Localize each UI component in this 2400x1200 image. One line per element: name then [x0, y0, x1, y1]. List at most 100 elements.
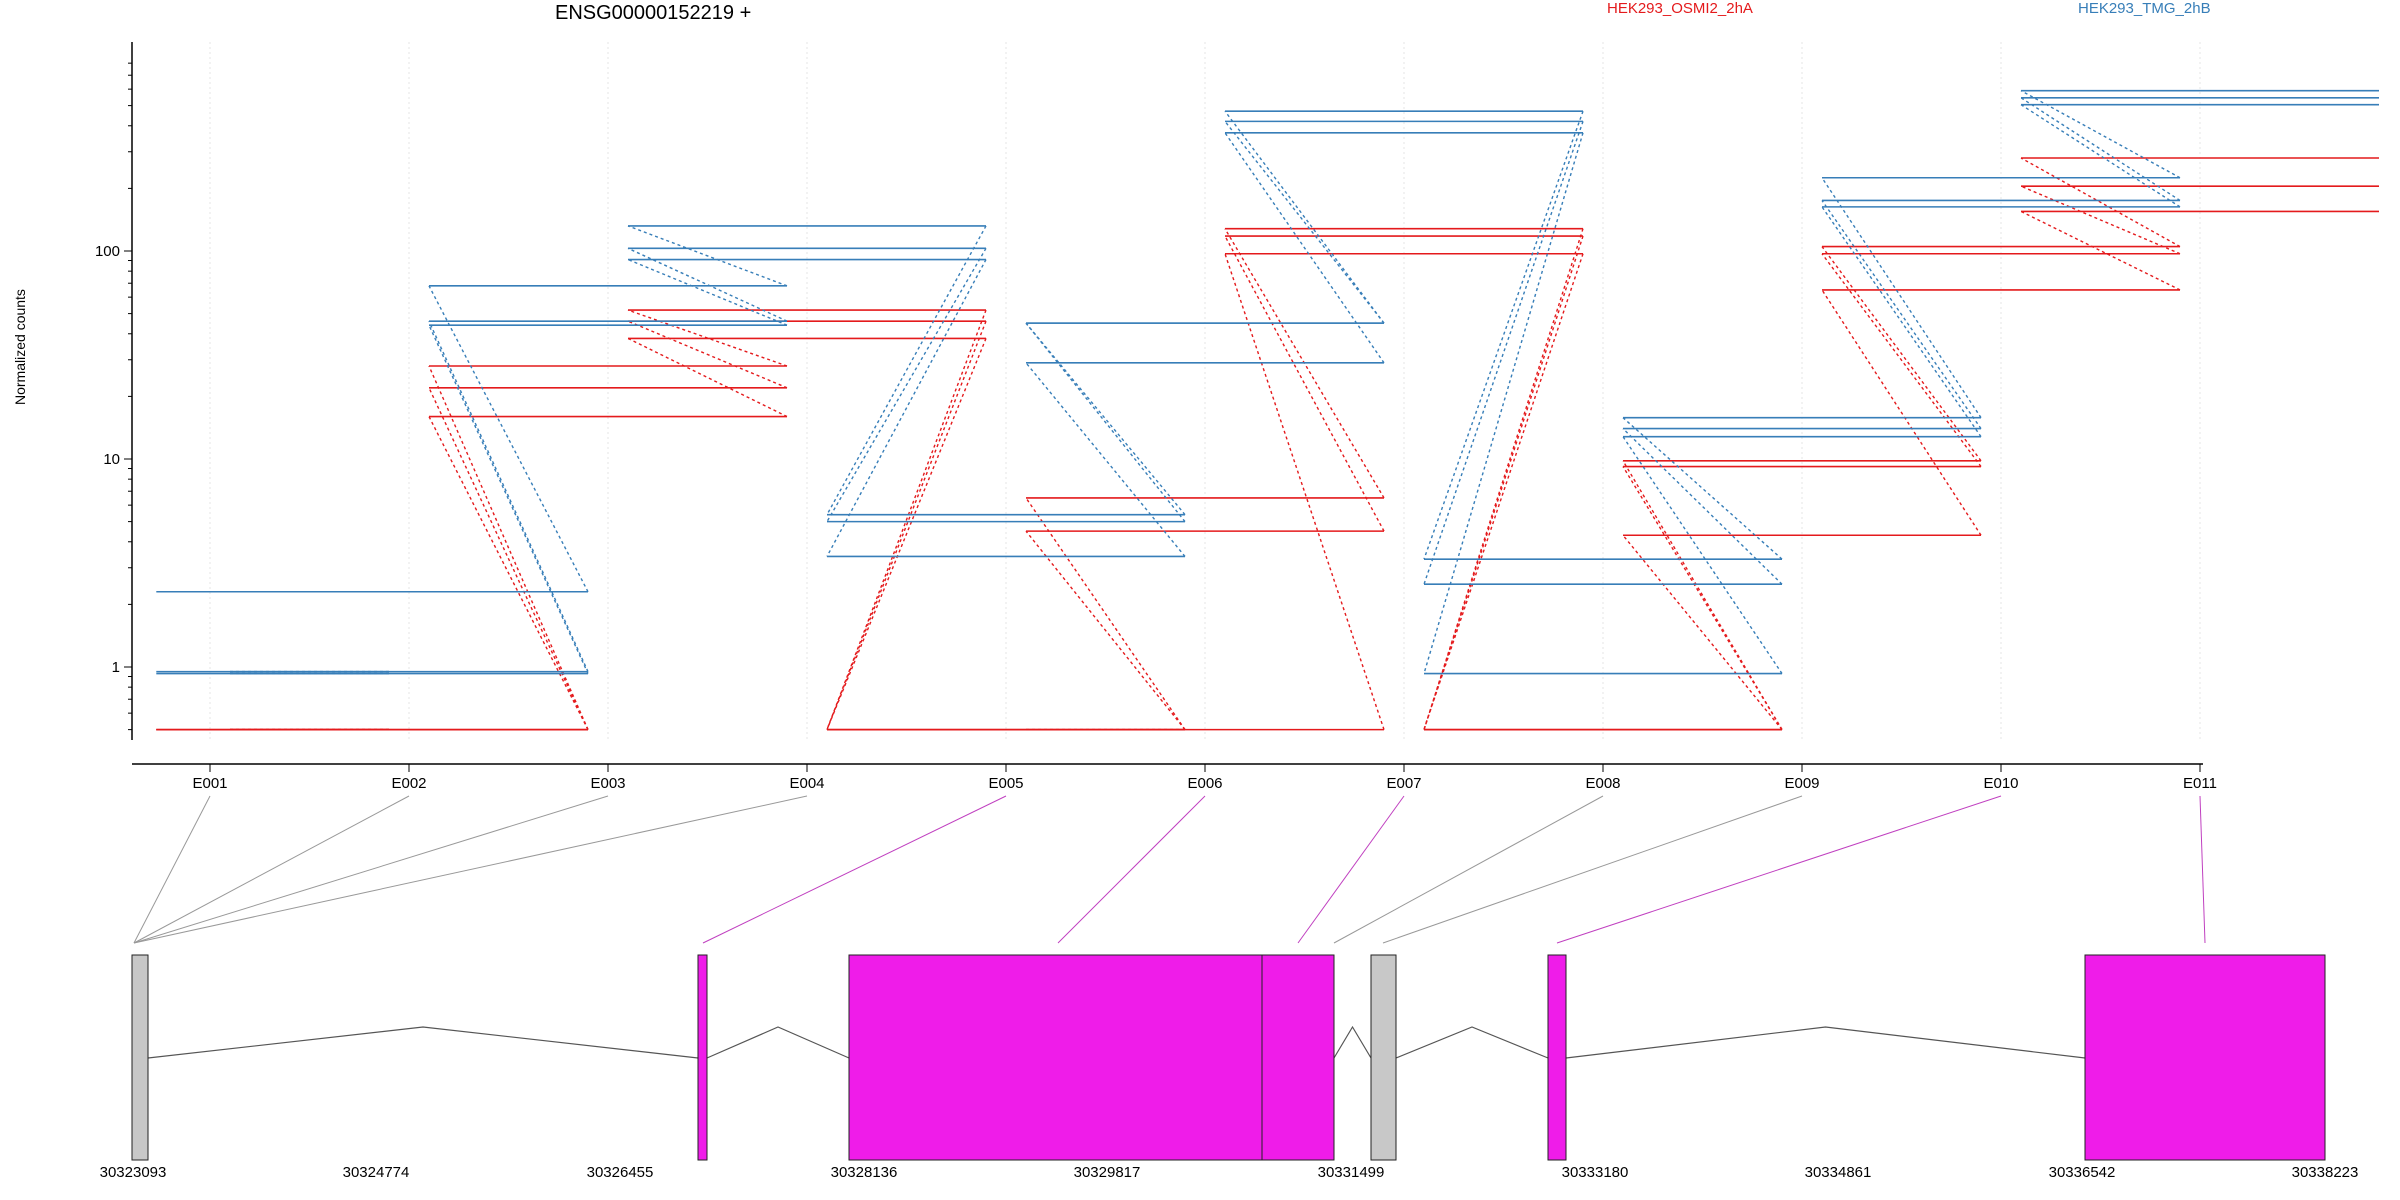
intron-line: [147, 1026, 699, 1059]
bin-connector: [133, 795, 211, 944]
intron-line: [1333, 1025, 1372, 1059]
x-tick-label: E009: [1784, 775, 1819, 792]
x-tick-label: E003: [590, 775, 625, 792]
bin-connector: [133, 795, 609, 944]
series-connector: [1821, 177, 1982, 419]
bin-connector: [1556, 795, 2002, 944]
series-connector: [826, 338, 987, 730]
series-connector: [1622, 466, 1783, 730]
x-tick-label: E008: [1585, 775, 1620, 792]
x-tick-label: E005: [988, 775, 1023, 792]
series-connector: [1622, 534, 1783, 731]
x-tick-label: E004: [789, 775, 824, 792]
intron-line: [1395, 1026, 1549, 1059]
series-connector: [1224, 132, 1385, 364]
x-tick-label: E007: [1386, 775, 1421, 792]
series-connector: [2020, 104, 2181, 208]
differential-exon: [697, 954, 708, 1161]
differential-exon: [2084, 954, 2326, 1161]
differential-exon: [1261, 954, 1335, 1161]
series-connector: [1025, 530, 1186, 731]
genomic-coordinate-label: 30329817: [1074, 1164, 1141, 1181]
series-connector: [1025, 322, 1186, 523]
bin-connector: [1297, 795, 1405, 944]
series-connector: [428, 416, 589, 730]
series-connector: [1622, 436, 1783, 674]
differential-exon: [848, 954, 1263, 1161]
series-connector: [826, 320, 987, 730]
series-connector: [1423, 132, 1584, 674]
series-connector: [1025, 362, 1186, 557]
series-connector: [1423, 110, 1584, 560]
series-connector: [826, 247, 987, 522]
series-connector: [428, 324, 589, 674]
series-connector: [826, 225, 987, 515]
exon: [1370, 954, 1397, 1161]
series-connector: [428, 365, 589, 730]
series-connector: [2020, 210, 2181, 291]
series-connector: [2020, 185, 2181, 255]
series-connector: [2020, 157, 2181, 248]
series-connector: [1622, 428, 1783, 585]
x-tick-label: E002: [391, 775, 426, 792]
x-tick-label: E011: [2183, 775, 2217, 792]
x-tick-label: E001: [192, 775, 227, 792]
genomic-coordinate-label: 30323093: [100, 1164, 167, 1181]
series-3: [156, 89, 2379, 593]
series-connector: [1821, 206, 1982, 438]
series-2: [156, 210, 2379, 731]
series-connector: [1224, 235, 1385, 532]
series-connector: [627, 247, 788, 322]
genomic-coordinate-label: 30326455: [587, 1164, 654, 1181]
series-0: [156, 157, 2379, 731]
y-tick-label: 100: [95, 243, 120, 260]
genomic-coordinate-label: 30336542: [2049, 1164, 2116, 1181]
series-connector: [2020, 97, 2181, 202]
series-connector: [1224, 253, 1385, 730]
legend-item-tmg: HEK293_TMG_2hB: [2078, 0, 2211, 17]
bin-connector: [1333, 795, 1604, 944]
series-connector: [627, 320, 788, 389]
bin-connector: [1057, 795, 1206, 944]
series-connector: [1821, 246, 1982, 462]
intron-line: [706, 1026, 850, 1059]
bin-connector: [133, 795, 808, 944]
series-connector: [627, 225, 788, 287]
series-connector: [1224, 110, 1385, 324]
series-connector: [826, 259, 987, 557]
chart-title: ENSG00000152219 +: [555, 2, 752, 24]
series-connector: [1423, 121, 1584, 585]
legend-item-osmi2: HEK293_OSMI2_2hA: [1607, 0, 1753, 17]
series-connector: [2020, 90, 2181, 179]
y-tick-label: 1: [112, 659, 120, 676]
bin-connector: [1382, 795, 1803, 944]
series-5: [156, 103, 2379, 675]
x-tick-label: E010: [1983, 775, 2018, 792]
series-connector: [1821, 200, 1982, 430]
series-connector: [428, 387, 589, 730]
series-connector: [1423, 235, 1584, 730]
genomic-coordinate-label: 30328136: [831, 1164, 898, 1181]
series-connector: [1224, 120, 1385, 324]
intron-line: [1565, 1026, 2086, 1059]
series-connector: [826, 309, 987, 730]
series-1: [156, 185, 2379, 731]
bin-connector: [2199, 795, 2206, 944]
series-4: [156, 97, 2379, 673]
series-connector: [1821, 289, 1982, 536]
series-connector: [1025, 497, 1186, 731]
series-connector: [627, 258, 788, 326]
series-connector: [1622, 460, 1783, 730]
bin-connector: [133, 795, 410, 944]
bin-connector: [702, 795, 1007, 944]
genomic-coordinate-label: 30334861: [1805, 1164, 1872, 1181]
y-tick-label: 10: [103, 451, 120, 468]
series-connector: [1821, 253, 1982, 467]
genomic-coordinate-label: 30333180: [1562, 1164, 1629, 1181]
x-tick-label: E006: [1187, 775, 1222, 792]
series-connector: [428, 320, 589, 672]
exon: [131, 954, 149, 1161]
genomic-coordinate-label: 30338223: [2292, 1164, 2359, 1181]
